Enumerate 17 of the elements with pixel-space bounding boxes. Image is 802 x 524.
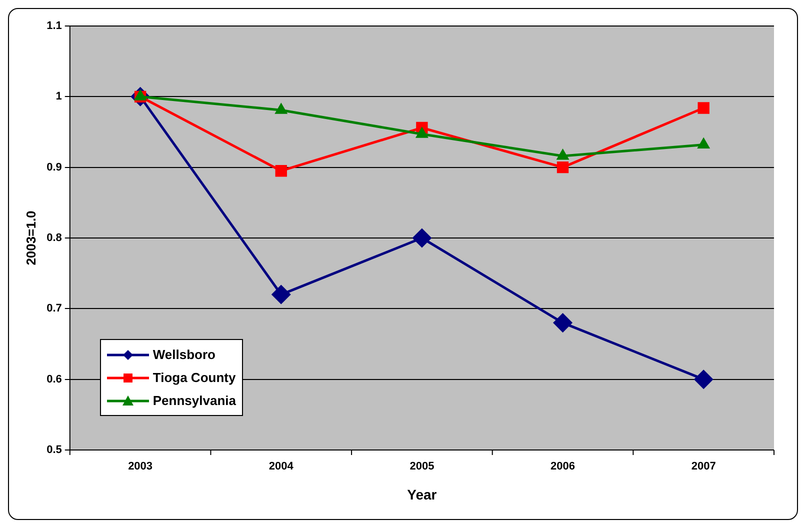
x-axis-title: Year: [407, 486, 438, 502]
y-tick-label: 1.1: [46, 20, 62, 32]
y-axis-title: 2003=1.0: [23, 210, 38, 266]
x-tick-label: 2007: [691, 460, 716, 473]
legend-label: Wellsboro: [152, 347, 216, 362]
y-tick-label: 0.7: [46, 302, 62, 315]
y-tick-label: 1: [56, 90, 62, 103]
y-tick-label: 0.9: [46, 161, 62, 174]
legend-label: Pennsylvania: [152, 393, 236, 408]
x-tick-label: 2005: [410, 460, 434, 473]
x-tick-label: 2004: [268, 460, 294, 473]
x-tick-label: 2003: [128, 460, 153, 473]
legend-label: Tioga County: [152, 370, 236, 385]
y-tick-label: 0.6: [46, 373, 62, 386]
y-tick-label: 0.5: [46, 444, 62, 456]
x-tick-label: 2006: [550, 460, 576, 473]
y-tick-label: 0.8: [46, 232, 62, 244]
